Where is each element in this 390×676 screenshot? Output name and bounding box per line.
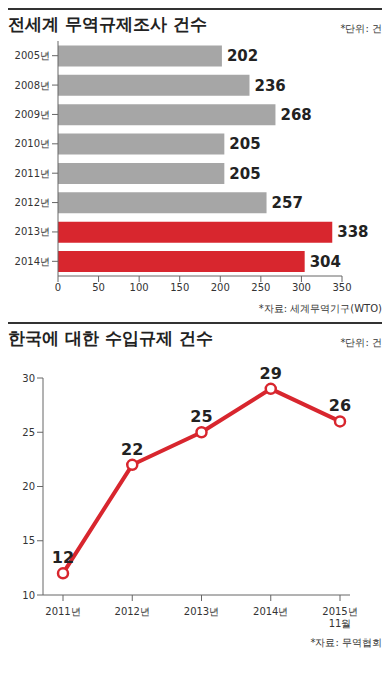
svg-text:25: 25	[190, 407, 212, 426]
svg-text:150: 150	[170, 282, 189, 293]
svg-text:26: 26	[329, 396, 351, 415]
svg-text:268: 268	[280, 106, 311, 124]
html-text:전세계 무역규제조사 건수: 전세계 무역규제조사 건수	[8, 14, 207, 34]
html-text:*단위: 건: *단위: 건	[340, 23, 382, 34]
svg-text:50: 50	[92, 282, 105, 293]
svg-text:2014년: 2014년	[15, 256, 50, 267]
svg-text:202: 202	[227, 47, 258, 65]
svg-text:300: 300	[292, 282, 311, 293]
svg-text:2011년: 2011년	[15, 168, 50, 179]
svg-text:350: 350	[332, 282, 351, 293]
svg-text:2008년: 2008년	[15, 80, 50, 91]
svg-text:2013년: 2013년	[15, 226, 50, 237]
html-text:*단위: 건: *단위: 건	[340, 337, 382, 348]
svg-text:338: 338	[337, 223, 368, 241]
svg-text:2013년: 2013년	[184, 606, 219, 617]
svg-text:257: 257	[272, 194, 303, 212]
svg-text:2015년11월: 2015년11월	[322, 606, 357, 629]
svg-text:2012년: 2012년	[15, 197, 50, 208]
svg-text:200: 200	[211, 282, 230, 293]
html-text:한국에 대한 수입규제 건수: 한국에 대한 수입규제 건수	[8, 328, 213, 348]
svg-text:10: 10	[22, 590, 35, 601]
svg-text:2011년: 2011년	[45, 606, 80, 617]
svg-text:2010년: 2010년	[15, 138, 50, 149]
svg-text:0: 0	[55, 282, 61, 293]
svg-text:304: 304	[310, 253, 341, 271]
svg-text:205: 205	[229, 165, 260, 183]
svg-text:12: 12	[52, 548, 74, 567]
svg-text:236: 236	[254, 77, 285, 95]
svg-text:2012년: 2012년	[115, 606, 150, 617]
svg-text:2009년: 2009년	[15, 109, 50, 120]
svg-text:29: 29	[260, 364, 282, 383]
svg-text:15: 15	[22, 535, 35, 546]
svg-text:20: 20	[22, 481, 35, 492]
html-text:*자료: 세계무역기구(WTO): *자료: 세계무역기구(WTO)	[258, 303, 382, 314]
svg-text:250: 250	[251, 282, 270, 293]
svg-text:22: 22	[121, 440, 143, 459]
svg-text:2014년: 2014년	[253, 606, 288, 617]
svg-text:100: 100	[130, 282, 149, 293]
svg-text:2005년: 2005년	[15, 50, 50, 61]
svg-text:25: 25	[22, 427, 35, 438]
svg-text:30: 30	[22, 373, 35, 384]
svg-text:205: 205	[229, 135, 260, 153]
html-text:*자료: 무역협회: *자료: 무역협회	[310, 637, 382, 648]
